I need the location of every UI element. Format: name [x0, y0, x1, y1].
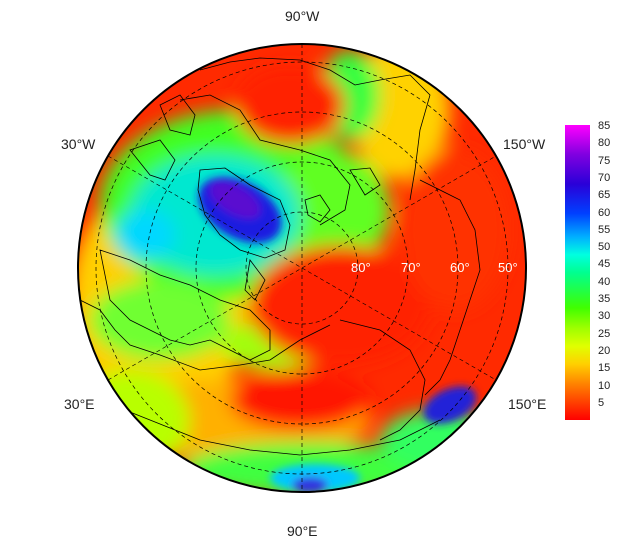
map-border — [77, 43, 527, 493]
colorbar-tick-label: 35 — [598, 293, 611, 305]
lon-label-lower-right: 150°E — [508, 396, 547, 412]
colorbar-tick-label: 5 — [598, 396, 605, 409]
lon-label-top: 90°W — [285, 8, 320, 24]
colorbar-tick-label: 85 — [598, 120, 611, 132]
colorbar-tick-label: 80 — [598, 137, 611, 150]
lon-label-bottom: 90°E — [287, 523, 318, 539]
colorbar-tick-label: 30 — [598, 310, 611, 323]
colorbar-tick-label: 15 — [598, 362, 611, 375]
colorbar-tick-label: 75 — [598, 154, 611, 167]
colorbar-tick-label: 10 — [598, 379, 611, 392]
colorbar-tick-label: 65 — [598, 189, 611, 202]
colorbar-tick-label: 60 — [598, 206, 611, 219]
colorbar — [565, 125, 590, 420]
lat-label-60: 60° — [450, 260, 470, 275]
lat-label-80: 80° — [351, 260, 371, 275]
data-field — [78, 44, 526, 492]
colorbar-tick-label: 70 — [598, 171, 611, 184]
lon-label-upper-right: 150°W — [503, 136, 546, 152]
colorbar-tick-label: 25 — [598, 327, 611, 340]
colorbar-tick-label: 45 — [598, 258, 611, 271]
lat-label-50: 50° — [498, 260, 518, 275]
lon-label-lower-left: 30°E — [64, 396, 95, 412]
colorbar-tick-label: 40 — [598, 275, 611, 288]
coastlines — [79, 57, 481, 456]
colorbar-tick-label: 20 — [598, 344, 611, 357]
lon-label-upper-left: 30°W — [61, 136, 96, 152]
colorbar-tick-label: 50 — [598, 241, 611, 254]
lat-label-70: 70° — [401, 260, 421, 275]
graticule — [95, 44, 509, 492]
colorbar-tick-label: 55 — [598, 223, 611, 236]
